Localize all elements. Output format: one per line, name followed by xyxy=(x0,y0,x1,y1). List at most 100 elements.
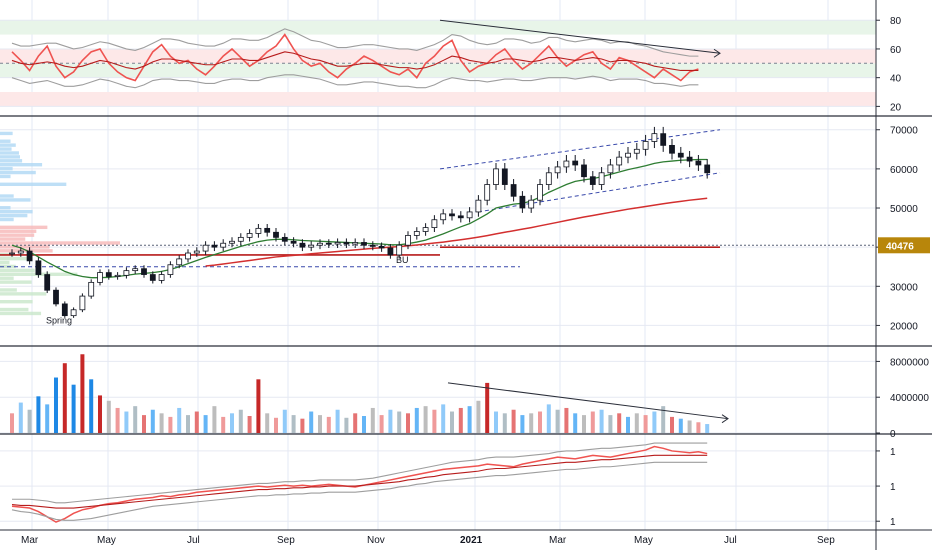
price-candle[interactable] xyxy=(17,247,24,257)
price-candle[interactable] xyxy=(53,287,59,307)
price-candle[interactable] xyxy=(510,179,517,202)
volume-bar[interactable] xyxy=(98,395,102,433)
volume-bar[interactable] xyxy=(423,406,428,433)
price-candle[interactable] xyxy=(105,269,112,280)
price-candle[interactable] xyxy=(475,195,482,217)
price-candle[interactable] xyxy=(88,279,95,299)
price-candle[interactable] xyxy=(317,239,323,250)
volume-bar[interactable] xyxy=(670,416,674,433)
volume-bar[interactable] xyxy=(230,413,234,433)
price-candle[interactable] xyxy=(589,171,596,191)
volume-bar[interactable] xyxy=(450,411,454,433)
volume-bar[interactable] xyxy=(150,409,155,433)
price-candle[interactable] xyxy=(167,261,174,278)
price-candle[interactable] xyxy=(255,223,262,238)
rsi-trendline[interactable] xyxy=(439,19,721,54)
price-candle[interactable] xyxy=(264,223,271,237)
price-candle[interactable] xyxy=(176,255,183,269)
price-candle[interactable] xyxy=(361,238,367,250)
price-candle[interactable] xyxy=(308,241,315,252)
volume-panel[interactable] xyxy=(0,354,876,434)
volume-bar[interactable] xyxy=(467,406,472,433)
price-candle[interactable] xyxy=(378,242,385,252)
price-candle[interactable] xyxy=(70,307,77,318)
volume-bar[interactable] xyxy=(10,413,14,433)
price-candle[interactable] xyxy=(545,167,552,191)
price-candle[interactable] xyxy=(149,271,156,284)
volume-bar[interactable] xyxy=(432,409,437,433)
price-candle[interactable] xyxy=(281,233,288,246)
volume-bar[interactable] xyxy=(133,406,138,433)
price-candle[interactable] xyxy=(141,265,147,278)
price-candle[interactable] xyxy=(413,227,420,240)
price-candle[interactable] xyxy=(607,158,614,179)
volume-bar[interactable] xyxy=(54,377,58,433)
volume-bar[interactable] xyxy=(388,409,393,433)
volume-bar[interactable] xyxy=(617,413,622,433)
volume-bar[interactable] xyxy=(661,406,666,433)
price-candle[interactable] xyxy=(519,191,526,213)
price-candle[interactable] xyxy=(114,272,121,280)
rs-panel[interactable] xyxy=(0,442,876,523)
price-candle[interactable] xyxy=(466,207,473,223)
volume-bar[interactable] xyxy=(159,413,164,433)
price-candle[interactable] xyxy=(79,293,86,313)
price-candle[interactable] xyxy=(325,239,332,249)
price-candle[interactable] xyxy=(396,241,403,259)
volume-bar[interactable] xyxy=(458,407,463,433)
volume-bar[interactable] xyxy=(168,416,173,433)
price-candle[interactable] xyxy=(158,271,165,284)
volume-trendline[interactable] xyxy=(447,382,729,420)
price-candle[interactable] xyxy=(405,231,411,250)
volume-bar[interactable] xyxy=(115,407,120,433)
volume-bar[interactable] xyxy=(590,411,595,433)
volume-bar[interactable] xyxy=(370,407,375,433)
price-candle[interactable] xyxy=(625,146,631,164)
volume-bar[interactable] xyxy=(678,418,683,433)
volume-bar[interactable] xyxy=(476,400,481,433)
volume-bar[interactable] xyxy=(282,409,287,433)
volume-bar[interactable] xyxy=(634,413,639,433)
price-candle[interactable] xyxy=(369,241,376,251)
volume-bar[interactable] xyxy=(441,404,446,433)
volume-bar[interactable] xyxy=(626,416,630,433)
price-candle[interactable] xyxy=(202,241,209,255)
price-candle[interactable] xyxy=(352,238,359,249)
price-candle[interactable] xyxy=(290,237,297,248)
price-candle[interactable] xyxy=(387,244,394,259)
price-candle[interactable] xyxy=(229,237,235,248)
price-candle[interactable] xyxy=(237,233,244,246)
volume-bar[interactable] xyxy=(124,411,129,433)
price-candle[interactable] xyxy=(26,247,33,265)
volume-bar[interactable] xyxy=(300,418,305,433)
price-candle[interactable] xyxy=(185,249,191,263)
volume-bar[interactable] xyxy=(27,409,32,433)
price-candle[interactable] xyxy=(581,158,587,183)
volume-bar[interactable] xyxy=(529,413,534,433)
volume-bar[interactable] xyxy=(582,415,586,433)
price-candle[interactable] xyxy=(422,223,429,236)
volume-bar[interactable] xyxy=(212,406,217,433)
volume-bar[interactable] xyxy=(318,415,322,433)
volume-bar[interactable] xyxy=(177,407,182,433)
volume-bar[interactable] xyxy=(335,409,340,433)
volume-bar[interactable] xyxy=(265,413,270,433)
volume-bar[interactable] xyxy=(546,404,551,433)
price-candle[interactable] xyxy=(449,209,455,221)
price-candle[interactable] xyxy=(563,154,570,173)
volume-bar[interactable] xyxy=(142,415,146,433)
volume-bar[interactable] xyxy=(652,411,657,433)
price-channel-line-1[interactable] xyxy=(477,172,721,213)
price-candle[interactable] xyxy=(299,239,306,252)
volume-bar[interactable] xyxy=(256,379,261,433)
volume-bar[interactable] xyxy=(406,413,410,433)
price-candle[interactable] xyxy=(61,301,68,318)
volume-bar[interactable] xyxy=(344,417,349,433)
price-candle[interactable] xyxy=(193,247,200,257)
price-candle[interactable] xyxy=(484,179,491,206)
price-candle[interactable] xyxy=(343,238,350,249)
price-channel-line-0[interactable] xyxy=(439,129,721,170)
volume-bar[interactable] xyxy=(309,411,314,433)
